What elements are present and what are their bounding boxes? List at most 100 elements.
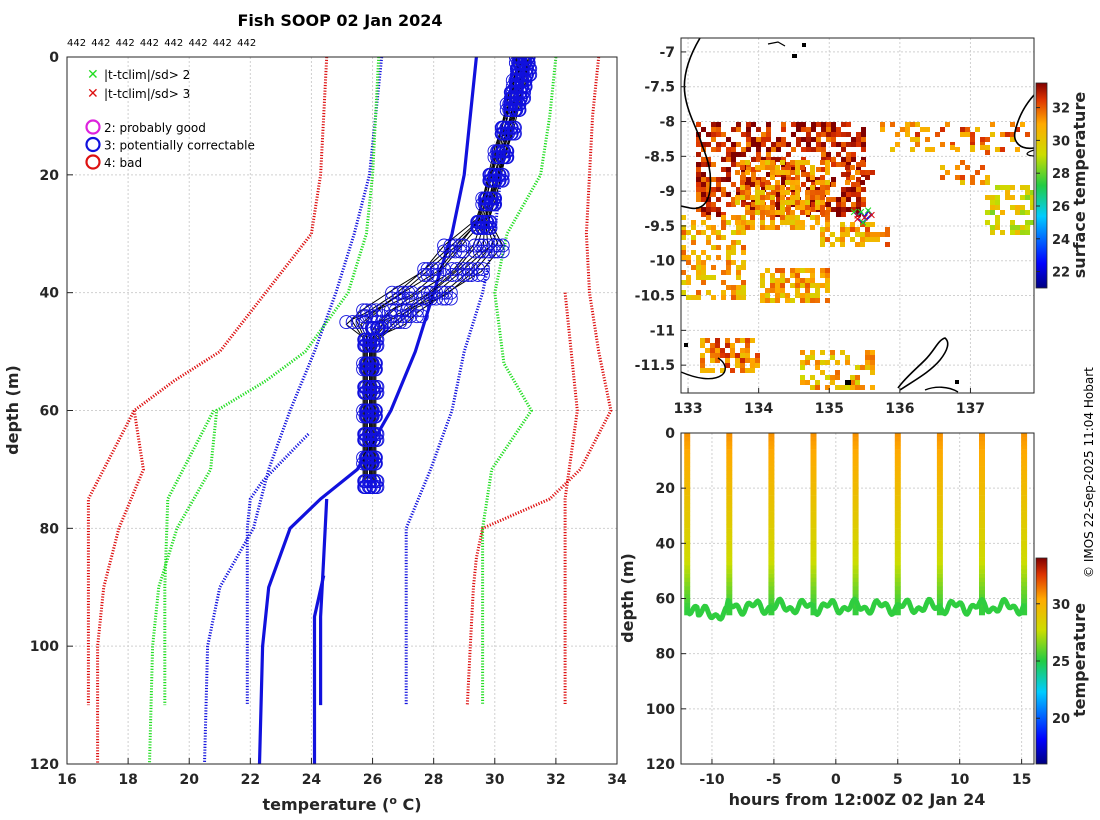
cast-segment: [979, 594, 985, 599]
sst-pixel: [795, 165, 800, 170]
coastline-east-2: [1026, 149, 1034, 157]
map-axes-box: [680, 37, 1035, 394]
sst-pixel: [805, 190, 810, 195]
legend: ✕ |t-tclim|/sd> 2 ✕ |t-tclim|/sd> 3 2: proba…: [85, 67, 255, 170]
cast-segment: [684, 606, 691, 612]
cast-segment: [810, 490, 817, 496]
sst-pixel: [826, 197, 831, 202]
sst-pixel: [736, 152, 741, 157]
sst-pixel: [925, 147, 930, 152]
sst-pixel: [790, 210, 795, 215]
sst-pixel: [770, 205, 775, 210]
sst-pixel: [731, 285, 736, 290]
sst-pixel: [691, 235, 696, 240]
sst-pixel: [865, 232, 870, 237]
sst-pixel: [770, 215, 775, 220]
cast-segment: [979, 519, 985, 525]
sst-pixel: [815, 220, 820, 225]
sst-pixel: [701, 280, 706, 285]
sst-pixel: [816, 122, 821, 127]
cast-segment: [936, 449, 943, 454]
profile-y-tick-label: 0: [49, 50, 59, 66]
sst-pixel: [805, 283, 810, 288]
sst-pixel: [801, 172, 806, 177]
sst-pixel: [990, 122, 995, 127]
observed-point-marker: [430, 268, 445, 282]
sst-pixel: [970, 142, 975, 147]
sst-pixel: [850, 165, 855, 170]
sst-pixel: [741, 250, 746, 255]
cast-segment: [810, 507, 817, 512]
cast-segment: [810, 594, 817, 599]
observed-point-marker: [339, 315, 354, 330]
cast-segment: [810, 569, 817, 574]
sst-pixel: [711, 245, 716, 250]
sst-pixel: [761, 177, 766, 182]
observed-point-marker: [496, 144, 511, 159]
sst-pixel: [985, 150, 990, 155]
cast-segment: [1021, 441, 1028, 446]
track-flag-marker: ✕: [853, 213, 862, 226]
sst-pixel: [790, 215, 795, 220]
sst-pixel: [726, 157, 731, 162]
sst-pixel: [786, 187, 791, 192]
profile-count-label: 442: [140, 38, 159, 49]
cast-segment: [726, 453, 733, 459]
cast-segment: [1021, 524, 1028, 529]
island-2: [792, 54, 797, 58]
sst-pixel: [751, 207, 756, 212]
sst-pixel: [836, 207, 841, 212]
cast-segment: [936, 441, 943, 446]
cast-segment: [852, 490, 859, 496]
sst-pixel: [716, 207, 721, 212]
profile-y-label: depth (m): [3, 365, 22, 455]
sst-pixel: [810, 385, 815, 390]
timedepth-colorbar-tick-label: 25: [1052, 655, 1070, 670]
map-x-tick-label: 133: [673, 401, 702, 417]
sst-pixel: [781, 142, 786, 147]
sst-pixel: [706, 240, 711, 245]
cast-segment: [894, 474, 901, 479]
sst-pixel: [751, 157, 756, 162]
cast-segment: [768, 565, 775, 570]
cast-segment: [684, 557, 691, 562]
sst-pixel: [820, 237, 825, 242]
sst-pixel: [825, 268, 830, 273]
sst-pixel: [716, 132, 721, 137]
sst-pixel: [846, 187, 851, 192]
sst-pixel: [761, 187, 766, 192]
profile-counts: 442 442 442 442 442 442 442 442: [67, 38, 256, 49]
profile-y-tick-label: 80: [40, 521, 60, 537]
sst-pixel: [741, 245, 746, 250]
sst-pixel: [681, 255, 686, 260]
sst-pixel: [681, 290, 686, 295]
sst-pixel: [870, 232, 875, 237]
sst-pixel: [811, 122, 816, 127]
cast-segment: [894, 594, 901, 599]
observed-point-marker: [488, 173, 503, 188]
sst-pixel: [826, 132, 831, 137]
timedepth-y-tick-label: 120: [646, 757, 675, 773]
sst-pixel: [770, 288, 775, 293]
sst-pixel: [835, 375, 840, 380]
sst-pixel: [781, 182, 786, 187]
sst-pixel: [1015, 205, 1020, 210]
sst-pixel: [870, 222, 875, 227]
sst-pixel: [795, 215, 800, 220]
sst-pixel: [681, 225, 686, 230]
sst-pixel: [870, 385, 875, 390]
cast-segment: [894, 490, 901, 496]
sst-pixel: [710, 368, 715, 373]
sst-pixel: [721, 295, 726, 300]
sst-pixel: [795, 288, 800, 293]
cast-segment: [768, 437, 775, 442]
observed-point-marker: [501, 126, 516, 141]
profile-series-clim-mean-3: [312, 575, 326, 764]
cast-segment: [894, 586, 901, 591]
sst-pixel: [856, 192, 861, 197]
sst-pixel: [765, 225, 770, 230]
sst-pixel: [795, 268, 800, 273]
cast-segment: [1021, 561, 1028, 566]
sst-pixel: [905, 122, 910, 127]
sst-pixel: [965, 132, 970, 137]
